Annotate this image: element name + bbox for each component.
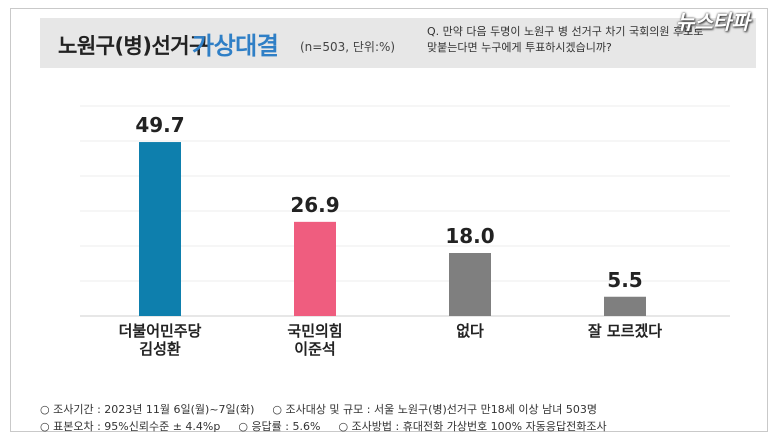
category-label-0-0: 더불어민주당	[119, 322, 202, 340]
category-label-0-1: 김성환	[139, 340, 181, 358]
survey-method: ○ 조사방법 : 휴대전화 가상번호 100% 자동응답전화조사	[338, 420, 606, 433]
bar-2	[449, 253, 491, 316]
bar-chart: 49.7 더불어민주당김성환 26.9 국민의힘이준석 18.0 없다 5.5 잘 모르겠다	[0, 0, 780, 439]
category-label-3-0: 잘 모르겠다	[588, 322, 662, 340]
category-label-1-0: 국민의힘	[287, 322, 342, 340]
survey-period: ○ 조사기간 : 2023년 11월 6일(월)~7일(화)	[40, 403, 254, 416]
bar-3	[604, 297, 646, 316]
category-label-1-1: 이준석	[294, 340, 335, 358]
survey-footer: ○ 조사기간 : 2023년 11월 6일(월)~7일(화) ○ 조사대상 및 규…	[40, 401, 760, 435]
data-label-0: 49.7	[135, 113, 184, 137]
category-label-2-0: 없다	[456, 322, 484, 340]
survey-error: ○ 표본오차 : 95%신뢰수준 ± 4.4%p	[40, 420, 220, 433]
survey-target: ○ 조사대상 및 규모 : 서울 노원구(병)선거구 만18세 이상 남녀 50…	[272, 403, 597, 416]
data-label-1: 26.9	[290, 193, 339, 217]
data-label-3: 5.5	[607, 268, 642, 292]
data-label-2: 18.0	[445, 224, 494, 248]
bar-0	[139, 142, 181, 316]
bar-1	[294, 222, 336, 316]
survey-response-rate: ○ 응답률 : 5.6%	[238, 420, 320, 433]
